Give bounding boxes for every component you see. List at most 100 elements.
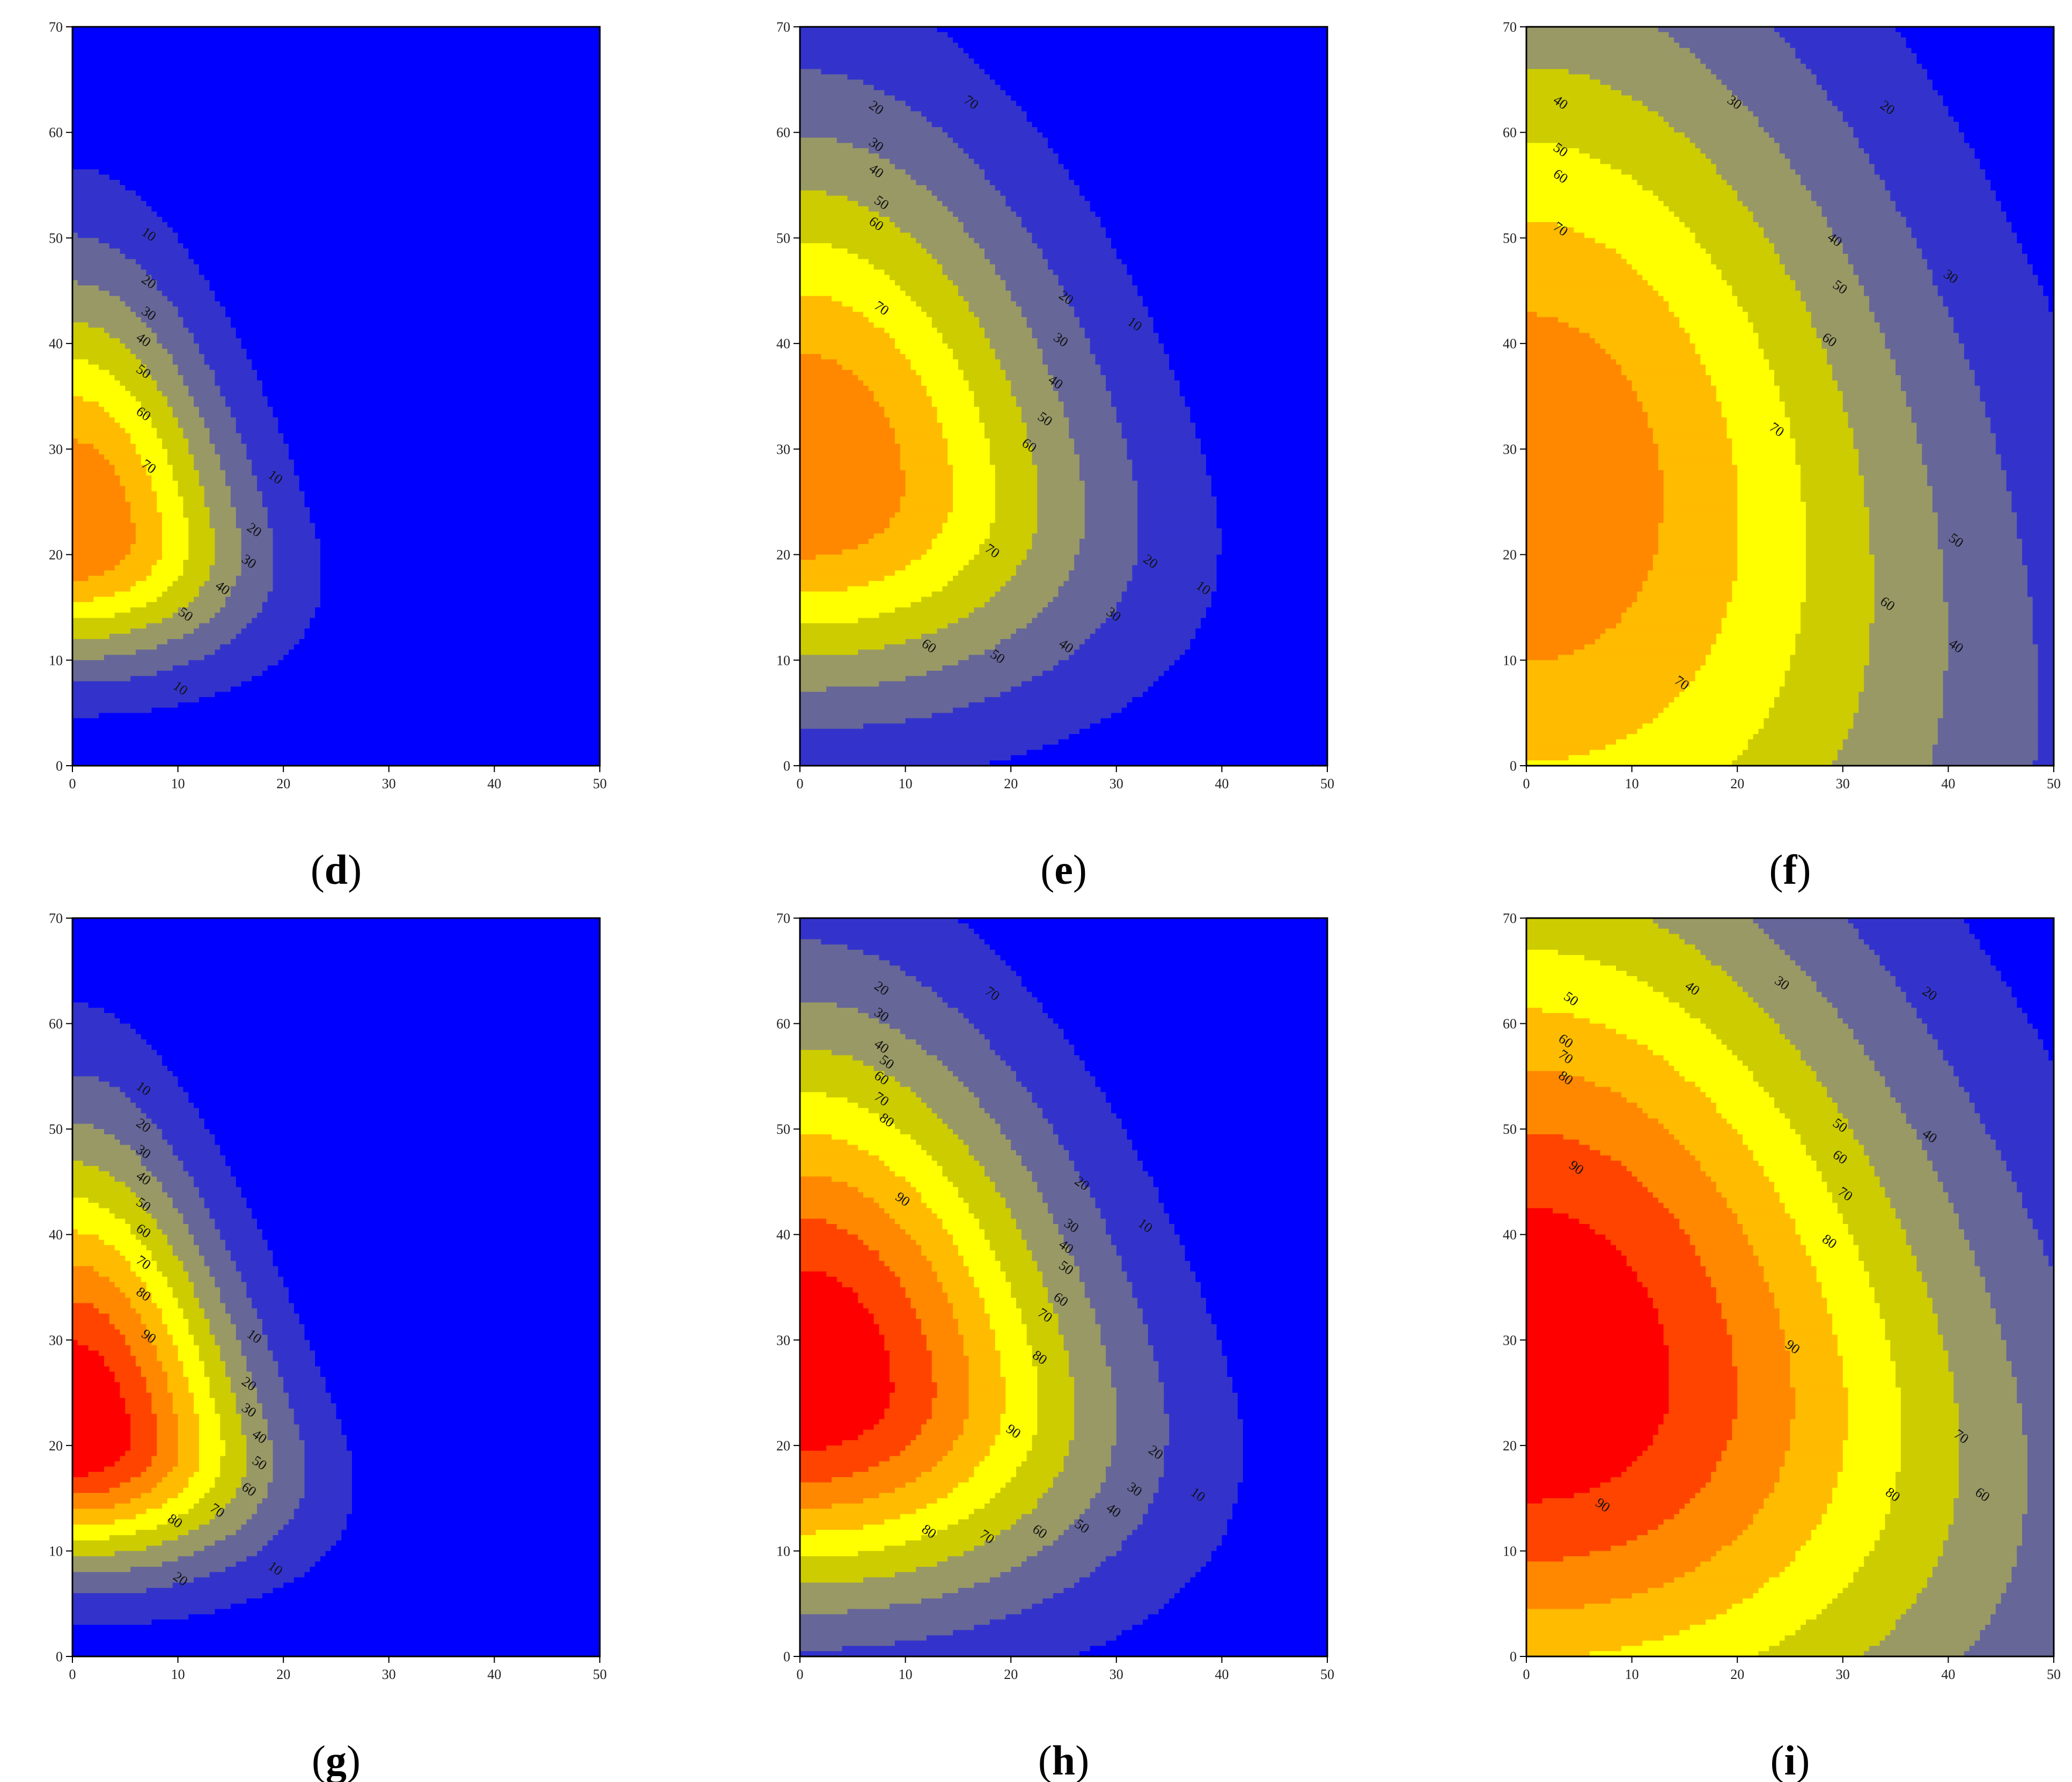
- contour-band-cell: [120, 1250, 152, 1256]
- contour-band-cell: [1621, 364, 1706, 370]
- contour-band-cell: [225, 597, 268, 603]
- contour-band-cell: [1684, 1008, 1764, 1014]
- contour-band-cell: [1816, 79, 1933, 85]
- contour-band-cell: [1895, 364, 1970, 370]
- contour-band-cell: [800, 755, 1011, 761]
- contour-band-cell: [1000, 1124, 1054, 1130]
- contour-band-cell: [1937, 539, 2023, 545]
- contour-band-cell: [1959, 1076, 2054, 1082]
- contour-band-cell: [72, 612, 115, 619]
- contour-band-cell: [1774, 1103, 1838, 1109]
- contour-band-cell: [800, 385, 869, 392]
- contour-band-cell: [2011, 1361, 2054, 1367]
- contour-band-cell: [1526, 496, 1664, 502]
- contour-band-cell: [800, 1171, 895, 1177]
- contour-band-cell: [1900, 1456, 1959, 1462]
- contour-band-cell: [800, 1535, 922, 1541]
- contour-band-cell: [194, 459, 221, 465]
- contour-band-cell: [884, 90, 1006, 96]
- contour-band-cell: [1127, 1271, 1196, 1277]
- contour-band-cell: [72, 1029, 136, 1035]
- contour-band-cell: [209, 280, 600, 286]
- contour-band-cell: [1821, 1081, 1886, 1088]
- contour-band-cell: [72, 206, 152, 212]
- contour-band-cell: [146, 1545, 205, 1552]
- contour-band-cell: [1669, 1409, 1738, 1414]
- x-tick-label: 50: [1320, 776, 1334, 791]
- contour-band-cell: [1790, 1124, 1849, 1130]
- contour-band-cell: [942, 1118, 996, 1124]
- contour-band-cell: [135, 1150, 173, 1156]
- contour-band-cell: [1063, 1145, 1133, 1151]
- contour-band-cell: [1526, 1329, 1664, 1336]
- contour-band-cell: [1526, 1103, 1638, 1109]
- contour-band-cell: [230, 1171, 600, 1177]
- contour-band-cell: [241, 1419, 268, 1425]
- contour-band-cell: [262, 491, 305, 497]
- y-tick-label: 70: [49, 19, 63, 35]
- contour-band-cell: [1037, 1413, 1075, 1420]
- contour-band-cell: [72, 1572, 210, 1578]
- contour-band-cell: [1026, 227, 1106, 233]
- contour-band-cell: [72, 1208, 110, 1214]
- contour-band-cell: [151, 1256, 179, 1262]
- contour-band-cell: [1821, 1176, 1880, 1183]
- contour-band-cell: [800, 364, 843, 370]
- contour-band-cell: [800, 480, 906, 487]
- contour-band-cell: [278, 1530, 342, 1536]
- contour-band-cell: [1911, 1124, 1986, 1130]
- contour-band-cell: [1164, 1456, 1244, 1462]
- contour-band-cell: [1069, 1361, 1106, 1367]
- y-tick-label: 40: [49, 336, 63, 351]
- contour-band-cell: [262, 1409, 295, 1414]
- contour-band-cell: [1121, 428, 1196, 434]
- contour-band-cell: [1658, 444, 1732, 450]
- contour-band-cell: [1790, 955, 1880, 961]
- contour-band-cell: [72, 729, 600, 735]
- contour-band-cell: [1858, 449, 1922, 455]
- contour-band-cell: [1053, 1124, 1122, 1130]
- contour-band-cell: [921, 1145, 969, 1151]
- contour-band-cell: [2027, 591, 2054, 597]
- contour-band-cell: [167, 1377, 189, 1383]
- contour-band-cell: [979, 243, 1038, 249]
- contour-band-cell: [995, 1182, 1038, 1187]
- contour-band-cell: [273, 407, 600, 413]
- contour-band-cell: [1842, 1113, 1907, 1119]
- contour-band-cell: [931, 1108, 985, 1114]
- contour-band-cell: [958, 359, 1001, 365]
- contour-band-cell: [167, 1329, 189, 1336]
- contour-band-cell: [72, 1382, 121, 1388]
- contour-band-cell: [800, 100, 906, 107]
- contour-band-cell: [942, 333, 985, 339]
- contour-band-cell: [146, 1039, 600, 1045]
- contour-band-cell: [1969, 143, 2054, 149]
- contour-band-cell: [868, 206, 948, 212]
- contour-band-cell: [1842, 116, 1954, 122]
- contour-band-cell: [135, 528, 163, 534]
- contour-band-cell: [1995, 1139, 2054, 1146]
- y-tick-label: 60: [1503, 125, 1517, 141]
- contour-band-cell: [1953, 317, 2054, 323]
- contour-band-cell: [1959, 1403, 2023, 1409]
- contour-band-cell: [72, 681, 242, 687]
- contour-band-cell: [963, 1197, 1006, 1204]
- contour-band-cell: [1568, 755, 1738, 761]
- contour-band-cell: [931, 1361, 969, 1367]
- contour-band-cell: [1111, 1372, 1159, 1377]
- contour-band-cell: [800, 174, 912, 180]
- contour-band-cell: [1048, 1013, 1327, 1019]
- contour-band-cell: [183, 1165, 231, 1172]
- contour-band-cell: [135, 444, 163, 450]
- contour-band-cell: [167, 586, 200, 592]
- contour-band-cell: [1900, 1435, 1959, 1441]
- contour-band-cell: [800, 1219, 827, 1224]
- contour-band-cell: [1916, 1256, 1975, 1262]
- contour-band-cell: [1053, 1213, 1101, 1219]
- contour-band-cell: [1689, 1150, 1754, 1156]
- contour-band-cell: [1821, 1282, 1870, 1288]
- contour-band-cell: [800, 359, 837, 365]
- contour-band-cell: [1879, 1308, 1933, 1314]
- contour-band-cell: [931, 1413, 969, 1420]
- contour-band-cell: [1526, 676, 1696, 682]
